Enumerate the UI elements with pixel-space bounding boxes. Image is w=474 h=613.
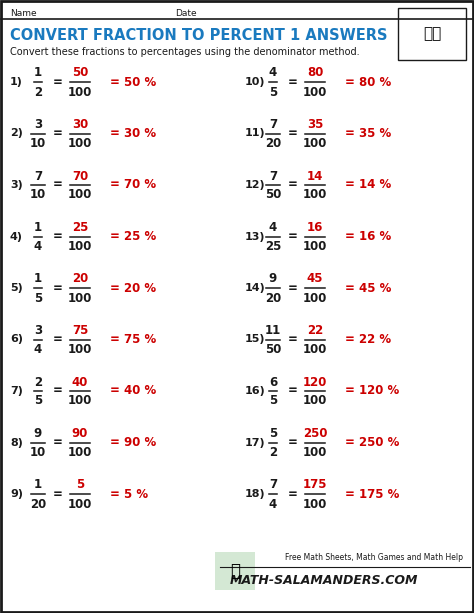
Text: 6): 6) <box>10 335 23 345</box>
Text: 8): 8) <box>10 438 23 447</box>
Text: 100: 100 <box>303 85 327 99</box>
Text: 20: 20 <box>30 498 46 511</box>
Text: 11): 11) <box>245 129 265 139</box>
Text: 18): 18) <box>245 489 265 499</box>
Text: 4: 4 <box>269 498 277 511</box>
Text: =: = <box>288 384 298 397</box>
Text: =: = <box>53 487 63 500</box>
Text: = 5 %: = 5 % <box>110 487 148 500</box>
Text: = 90 %: = 90 % <box>110 436 156 449</box>
Text: = 75 %: = 75 % <box>110 333 156 346</box>
Text: =: = <box>288 127 298 140</box>
Text: =: = <box>288 436 298 449</box>
Text: = 14 %: = 14 % <box>345 178 391 191</box>
Text: = 70 %: = 70 % <box>110 178 156 191</box>
Text: Date: Date <box>175 9 197 18</box>
Text: 10: 10 <box>30 137 46 150</box>
Text: 40: 40 <box>72 376 88 389</box>
Text: 100: 100 <box>68 498 92 511</box>
Text: 35: 35 <box>307 118 323 131</box>
Text: 120: 120 <box>303 376 327 389</box>
Text: 16: 16 <box>307 221 323 234</box>
Text: 100: 100 <box>303 395 327 408</box>
Text: =: = <box>288 487 298 500</box>
Text: 3): 3) <box>10 180 23 190</box>
Text: 80: 80 <box>307 66 323 80</box>
Text: 5: 5 <box>269 427 277 440</box>
Text: 12): 12) <box>245 180 265 190</box>
Text: 13): 13) <box>245 232 265 242</box>
Text: = 25 %: = 25 % <box>110 230 156 243</box>
Text: 9: 9 <box>34 427 42 440</box>
Text: 20: 20 <box>265 292 281 305</box>
FancyBboxPatch shape <box>215 552 255 590</box>
Text: 175: 175 <box>303 479 327 492</box>
Text: 15): 15) <box>245 335 265 345</box>
Text: =: = <box>288 333 298 346</box>
Text: = 35 %: = 35 % <box>345 127 391 140</box>
Text: 4: 4 <box>34 343 42 356</box>
Text: 100: 100 <box>303 292 327 305</box>
Text: = 250 %: = 250 % <box>345 436 400 449</box>
Text: = 175 %: = 175 % <box>345 487 400 500</box>
Text: 70: 70 <box>72 170 88 183</box>
Text: 1: 1 <box>34 221 42 234</box>
Text: =: = <box>53 230 63 243</box>
Text: Free Math Sheets, Math Games and Math Help: Free Math Sheets, Math Games and Math He… <box>285 554 463 563</box>
Text: 5): 5) <box>10 283 23 293</box>
Text: Convert these fractions to percentages using the denominator method.: Convert these fractions to percentages u… <box>10 47 360 57</box>
Text: = 45 %: = 45 % <box>345 281 392 294</box>
Text: 10: 10 <box>30 189 46 202</box>
Text: = 22 %: = 22 % <box>345 333 391 346</box>
Text: 100: 100 <box>303 498 327 511</box>
Text: 22: 22 <box>307 324 323 337</box>
Text: 14: 14 <box>307 170 323 183</box>
Text: 2: 2 <box>269 446 277 459</box>
Text: 7): 7) <box>10 386 23 396</box>
Text: 4: 4 <box>269 221 277 234</box>
Text: 100: 100 <box>68 137 92 150</box>
Text: 100: 100 <box>68 395 92 408</box>
Text: = 30 %: = 30 % <box>110 127 156 140</box>
Text: 2: 2 <box>34 376 42 389</box>
Text: 17): 17) <box>245 438 265 447</box>
Text: 100: 100 <box>68 446 92 459</box>
Text: 5: 5 <box>34 395 42 408</box>
Text: MATH-SALAMANDERS.COM: MATH-SALAMANDERS.COM <box>230 574 419 587</box>
Text: 30: 30 <box>72 118 88 131</box>
Text: 25: 25 <box>265 240 281 253</box>
Text: =: = <box>288 75 298 88</box>
Text: = 120 %: = 120 % <box>345 384 399 397</box>
Text: =: = <box>53 127 63 140</box>
Text: 🦎📋: 🦎📋 <box>423 26 441 42</box>
Text: 16): 16) <box>245 386 266 396</box>
Text: CONVERT FRACTION TO PERCENT 1 ANSWERS: CONVERT FRACTION TO PERCENT 1 ANSWERS <box>10 28 388 44</box>
Text: = 80 %: = 80 % <box>345 75 391 88</box>
Text: 🦎: 🦎 <box>230 562 240 580</box>
Text: =: = <box>53 436 63 449</box>
Text: 100: 100 <box>303 446 327 459</box>
Text: 100: 100 <box>68 343 92 356</box>
Text: =: = <box>288 230 298 243</box>
Text: = 40 %: = 40 % <box>110 384 156 397</box>
Text: 4: 4 <box>34 240 42 253</box>
Text: 50: 50 <box>265 189 281 202</box>
Text: =: = <box>53 281 63 294</box>
Text: =: = <box>53 333 63 346</box>
Text: =: = <box>53 178 63 191</box>
Text: 100: 100 <box>303 189 327 202</box>
Text: 75: 75 <box>72 324 88 337</box>
Text: 1: 1 <box>34 66 42 80</box>
Text: 100: 100 <box>303 137 327 150</box>
Text: =: = <box>288 178 298 191</box>
Text: = 20 %: = 20 % <box>110 281 156 294</box>
Text: 3: 3 <box>34 324 42 337</box>
Text: 20: 20 <box>265 137 281 150</box>
Text: 1: 1 <box>34 273 42 286</box>
Text: 10): 10) <box>245 77 265 87</box>
Text: 5: 5 <box>269 395 277 408</box>
Text: 9: 9 <box>269 273 277 286</box>
Text: 1: 1 <box>34 479 42 492</box>
Text: 45: 45 <box>307 273 323 286</box>
